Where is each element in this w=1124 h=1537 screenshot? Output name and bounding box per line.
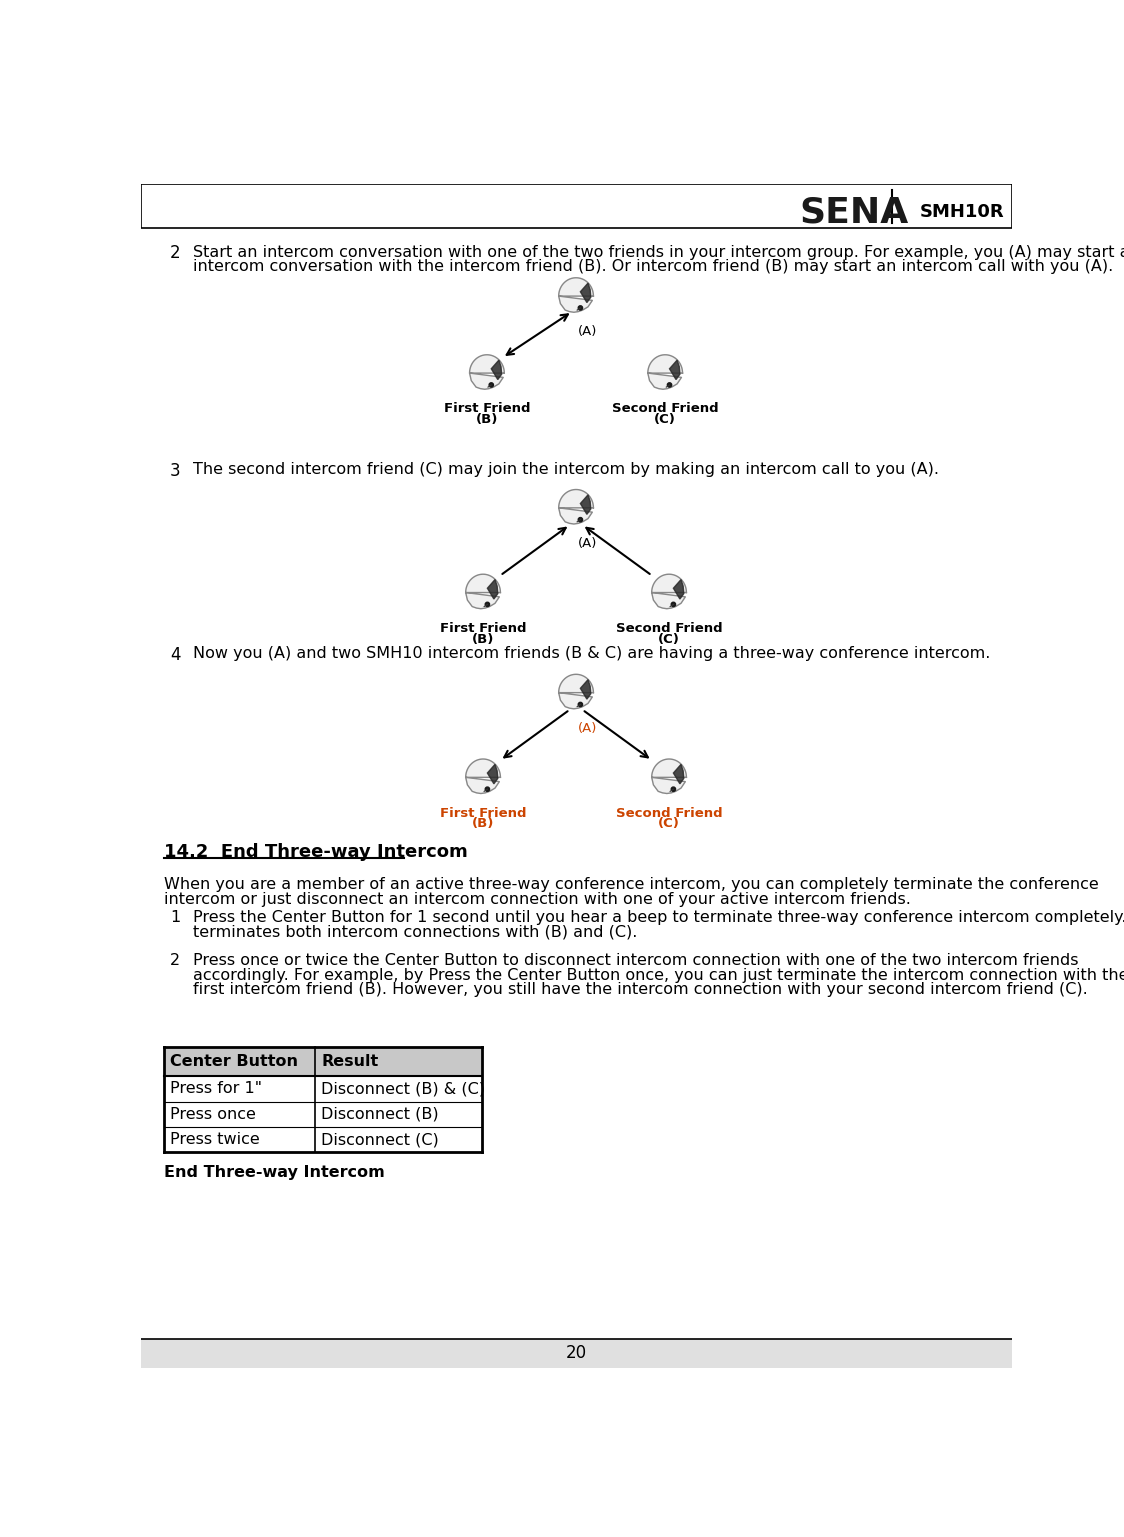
Text: (C): (C) (659, 633, 680, 646)
Text: intercom conversation with the intercom friend (B). Or intercom friend (B) may s: intercom conversation with the intercom … (193, 260, 1114, 274)
Text: (B): (B) (472, 818, 495, 830)
Polygon shape (580, 283, 591, 303)
Text: (B): (B) (472, 633, 495, 646)
Text: 2: 2 (170, 244, 181, 263)
Text: Press for 1": Press for 1" (170, 1082, 262, 1096)
Text: 4: 4 (170, 647, 181, 664)
Polygon shape (559, 278, 593, 312)
Text: Second Friend: Second Friend (616, 622, 723, 635)
Bar (164, 1076, 481, 1102)
Text: 3: 3 (170, 461, 181, 480)
Polygon shape (488, 764, 498, 784)
Text: terminates both intercom connections with (B) and (C).: terminates both intercom connections wit… (193, 924, 637, 939)
Polygon shape (559, 675, 593, 709)
Text: Press once or twice the Center Button to disconnect intercom connection with one: Press once or twice the Center Button to… (193, 953, 1079, 968)
Text: End Three-way Intercom: End Three-way Intercom (164, 1165, 384, 1180)
Polygon shape (670, 360, 680, 380)
Text: Press twice: Press twice (170, 1133, 260, 1147)
Text: accordingly. For example, by Press the Center Button once, you can just terminat: accordingly. For example, by Press the C… (193, 967, 1124, 982)
Text: (A): (A) (578, 536, 597, 550)
Text: 14.2  End Three-way Intercom: 14.2 End Three-way Intercom (164, 842, 468, 861)
Text: (B): (B) (475, 413, 498, 426)
Bar (140, 184, 1012, 229)
Text: Second Friend: Second Friend (616, 807, 723, 819)
Circle shape (668, 383, 672, 387)
Text: Press the Center Button for 1 second until you hear a beep to terminate three-wa: Press the Center Button for 1 second unt… (193, 910, 1124, 925)
Text: SMH10R: SMH10R (919, 203, 1004, 221)
Text: Start an intercom conversation with one of the two friends in your intercom grou: Start an intercom conversation with one … (193, 244, 1124, 260)
Polygon shape (652, 575, 687, 609)
Polygon shape (465, 759, 500, 793)
Polygon shape (465, 575, 500, 609)
Text: Now you (A) and two SMH10 intercom friends (B & C) are having a three-way confer: Now you (A) and two SMH10 intercom frien… (193, 647, 990, 661)
Bar (164, 1102, 481, 1127)
Text: Disconnect (B) & (C): Disconnect (B) & (C) (321, 1082, 486, 1096)
Circle shape (671, 603, 676, 607)
Text: Result: Result (321, 1054, 379, 1068)
Polygon shape (580, 679, 591, 699)
Text: (A): (A) (578, 722, 597, 735)
Text: (C): (C) (659, 818, 680, 830)
Polygon shape (491, 360, 501, 380)
Text: Press once: Press once (170, 1107, 256, 1122)
Polygon shape (673, 579, 683, 599)
Polygon shape (580, 495, 591, 515)
Polygon shape (470, 355, 505, 389)
Text: First Friend: First Friend (439, 622, 526, 635)
Text: First Friend: First Friend (439, 807, 526, 819)
Text: When you are a member of an active three-way conference intercom, you can comple: When you are a member of an active three… (164, 878, 1098, 893)
Text: Disconnect (C): Disconnect (C) (321, 1133, 438, 1147)
Text: (A): (A) (578, 326, 597, 338)
Polygon shape (652, 759, 687, 793)
Text: 20: 20 (565, 1345, 587, 1362)
Bar (164, 1047, 481, 1076)
Polygon shape (488, 579, 498, 599)
Text: First Friend: First Friend (444, 403, 531, 415)
Circle shape (578, 702, 582, 707)
Text: 1: 1 (170, 910, 180, 925)
Polygon shape (647, 355, 682, 389)
Polygon shape (559, 490, 593, 524)
Circle shape (578, 306, 582, 310)
Circle shape (486, 787, 490, 792)
Circle shape (671, 787, 676, 792)
Bar (140, 1339, 1012, 1368)
Text: The second intercom friend (C) may join the intercom by making an intercom call : The second intercom friend (C) may join … (193, 461, 940, 476)
Text: first intercom friend (B). However, you still have the intercom connection with : first intercom friend (B). However, you … (193, 982, 1088, 998)
Text: SENA: SENA (799, 195, 908, 229)
Polygon shape (673, 764, 683, 784)
Text: intercom or just disconnect an intercom connection with one of your active inter: intercom or just disconnect an intercom … (164, 891, 910, 907)
Text: Second Friend: Second Friend (611, 403, 718, 415)
Circle shape (486, 603, 490, 607)
Circle shape (578, 518, 582, 523)
Text: Center Button: Center Button (170, 1054, 298, 1068)
Circle shape (489, 383, 493, 387)
Text: Disconnect (B): Disconnect (B) (321, 1107, 438, 1122)
Text: (C): (C) (654, 413, 677, 426)
Text: 2: 2 (170, 953, 180, 968)
Bar (164, 1127, 481, 1153)
